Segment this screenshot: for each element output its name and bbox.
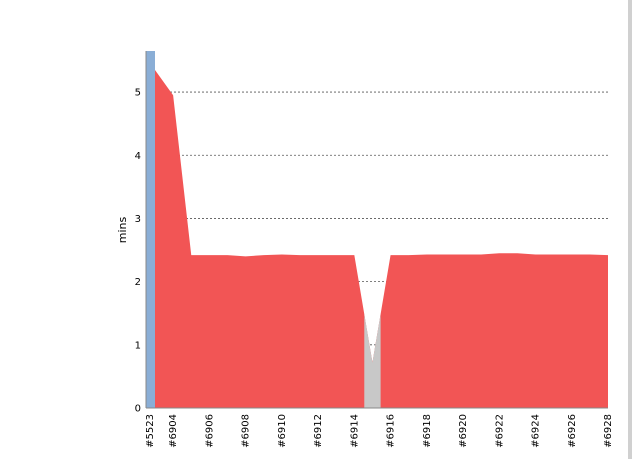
x-tick-label-6904: #6904 xyxy=(168,414,179,448)
x-tick-label-6910: #6910 xyxy=(277,414,288,448)
x-tick-label-5523: #5523 xyxy=(145,414,156,448)
area-layer xyxy=(146,51,608,408)
y-tick-label-0: 0 xyxy=(135,404,141,415)
x-tick-label-6928: #6928 xyxy=(603,414,614,448)
x-tick-label-6906: #6906 xyxy=(204,414,215,448)
x-tick-label-6918: #6918 xyxy=(422,414,433,448)
x-tick-label-6926: #6926 xyxy=(567,414,578,448)
x-tick-label-6922: #6922 xyxy=(494,414,505,448)
build-area-6915 xyxy=(364,314,381,408)
x-tick-label-6920: #6920 xyxy=(458,414,469,448)
x-tick-label-6924: #6924 xyxy=(531,414,542,448)
y-tick-label-2: 2 xyxy=(135,277,141,288)
x-tick-label-6916: #6916 xyxy=(386,414,397,448)
y-tick-label-4: 4 xyxy=(135,151,141,162)
y-tick-label-1: 1 xyxy=(135,340,141,351)
y-axis-title: mins xyxy=(116,216,129,243)
failed-builds-area xyxy=(155,69,608,408)
y-tick-label-3: 3 xyxy=(135,214,141,225)
build-bar-5523 xyxy=(146,51,155,408)
x-tick-label-6912: #6912 xyxy=(313,414,324,448)
axis-layer: 0 1 2 3 4 5 #5523 #6904 #6906 #6908 #6910 #6912 #691… xyxy=(135,51,614,448)
window-edge xyxy=(628,0,632,459)
x-tick-label-6908: #6908 xyxy=(241,414,252,448)
x-tick-label-6914: #6914 xyxy=(349,414,360,448)
y-tick-label-5: 5 xyxy=(135,88,141,99)
